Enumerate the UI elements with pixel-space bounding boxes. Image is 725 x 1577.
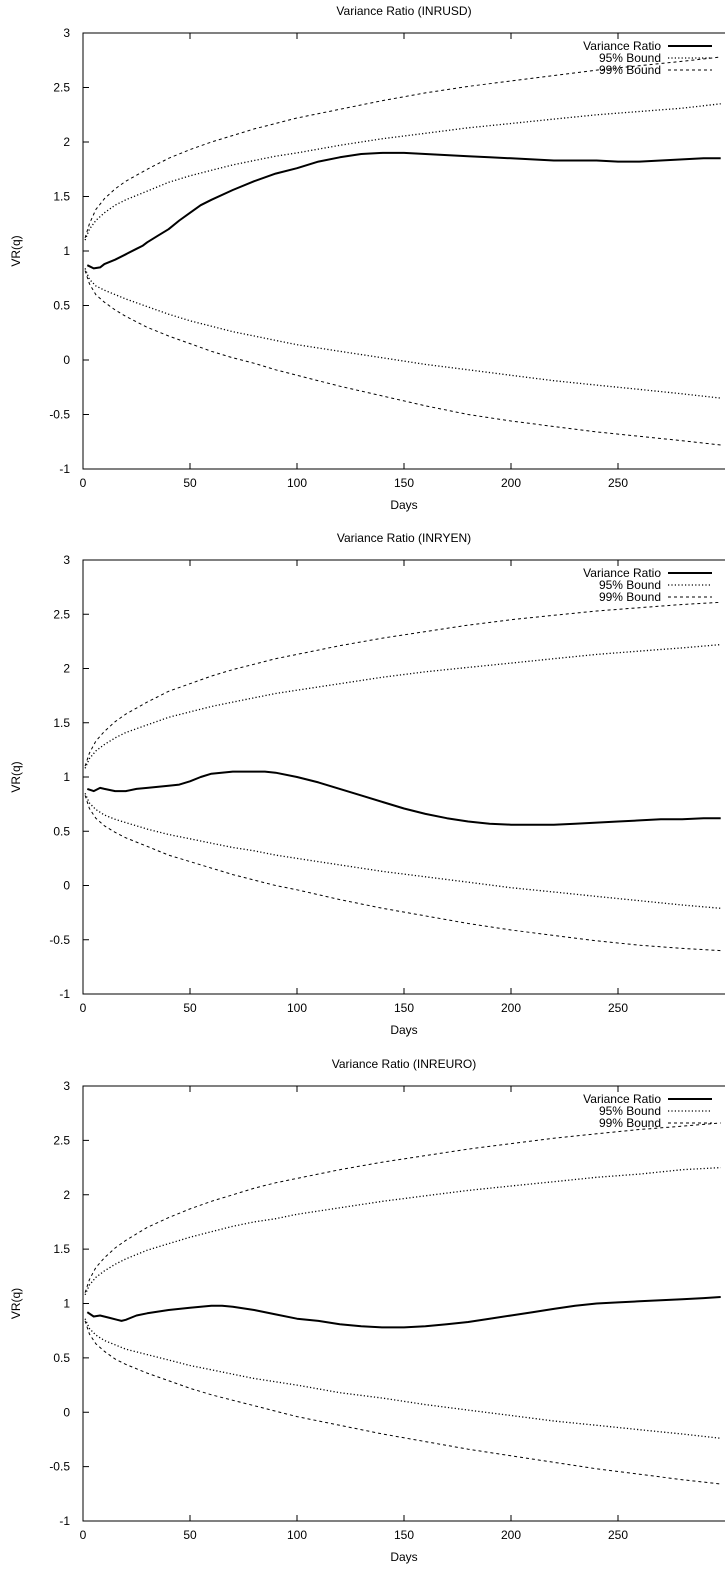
y-tick-label: -1 — [59, 987, 70, 1001]
series-line-99-bound — [84, 601, 721, 767]
legend-entry-label: 95% Bound — [599, 51, 661, 65]
y-tick-label: 2 — [63, 1188, 70, 1202]
y-tick-label: -1 — [59, 1514, 70, 1528]
y-tick-label: 0 — [63, 1405, 70, 1419]
plot-frame — [82, 1085, 725, 1522]
x-tick-label: 0 — [80, 1528, 87, 1542]
x-tick-label: 200 — [501, 476, 521, 490]
series-line-variance-ratio — [86, 1296, 721, 1329]
x-tick-label: 0 — [80, 1001, 87, 1015]
y-tick-label: 0 — [63, 353, 70, 367]
y-tick-label: 0.5 — [53, 1351, 70, 1365]
x-axis-label: Days — [390, 1023, 417, 1037]
x-axis-label: Days — [390, 1550, 417, 1564]
y-tick-label: 2.5 — [53, 1133, 70, 1147]
y-axis-label: VR(q) — [9, 761, 23, 792]
series-line-99-bound — [84, 1122, 721, 1293]
y-tick-label: 2 — [63, 662, 70, 676]
plot-frame — [82, 32, 725, 470]
y-tick-label: 0.5 — [53, 299, 70, 313]
x-tick-label: 150 — [394, 476, 414, 490]
legend-entry-label: Variance Ratio — [583, 1092, 661, 1106]
y-tick-label: 0.5 — [53, 824, 70, 838]
y-tick-label: 3 — [63, 26, 70, 40]
y-tick-label: 1 — [63, 244, 70, 258]
x-tick-label: 0 — [80, 476, 87, 490]
chart-title: Variance Ratio (INREURO) — [332, 1057, 476, 1071]
x-tick-label: 50 — [183, 1001, 197, 1015]
y-tick-label: 1 — [63, 1297, 70, 1311]
series-line-95-bound — [84, 643, 721, 769]
x-tick-label: 100 — [287, 1001, 307, 1015]
y-tick-label: 2 — [63, 135, 70, 149]
x-axis-label: Days — [390, 498, 417, 512]
legend-entry-label: 99% Bound — [599, 1116, 661, 1130]
y-tick-label: 1.5 — [53, 190, 70, 204]
x-tick-label: 250 — [608, 1528, 628, 1542]
x-tick-label: 100 — [287, 1528, 307, 1542]
series-line-99-lower — [84, 1320, 721, 1485]
legend-entry-label: Variance Ratio — [583, 39, 661, 53]
y-tick-label: -0.5 — [49, 1460, 70, 1474]
series-line-variance-ratio — [86, 770, 721, 826]
series-line-variance-ratio — [86, 151, 721, 270]
x-tick-label: 100 — [287, 476, 307, 490]
legend-entry-label: 99% Bound — [599, 590, 661, 604]
y-tick-label: 3 — [63, 553, 70, 567]
plot-frame — [82, 559, 725, 995]
series-line-99-lower — [84, 270, 721, 446]
series-line-99-lower — [84, 795, 721, 952]
x-tick-label: 250 — [608, 476, 628, 490]
y-tick-label: 2.5 — [53, 81, 70, 95]
series-line-95-lower — [84, 1318, 721, 1439]
x-tick-label: 50 — [183, 476, 197, 490]
legend-entry-label: 95% Bound — [599, 1104, 661, 1118]
chart-title: Variance Ratio (INRUSD) — [336, 4, 471, 18]
x-tick-label: 200 — [501, 1001, 521, 1015]
x-tick-label: 200 — [501, 1528, 521, 1542]
legend-entry-label: Variance Ratio — [583, 566, 661, 580]
x-tick-label: 50 — [183, 1528, 197, 1542]
y-tick-label: 2.5 — [53, 607, 70, 621]
y-axis-label: VR(q) — [9, 235, 23, 266]
y-tick-label: -1 — [59, 462, 70, 476]
y-tick-label: 1 — [63, 770, 70, 784]
x-tick-label: 250 — [608, 1001, 628, 1015]
chart-panel-2: Variance Ratio (INRYEN) 3 2.5 2 1.5 1 0.5 0 -0.5… — [9, 531, 725, 1037]
series-line-95-lower — [84, 793, 721, 909]
legend-entry-label: 99% Bound — [599, 63, 661, 77]
y-axis-label: VR(q) — [9, 1288, 23, 1319]
y-tick-label: -0.5 — [49, 933, 70, 947]
chart-panel-1: Variance Ratio (INRUSD) 3 2.5 2 1.5 1 0.5 0 -0.5… — [9, 4, 725, 512]
chart-title: Variance Ratio (INRYEN) — [337, 531, 471, 545]
y-tick-label: 1.5 — [53, 1242, 70, 1256]
y-tick-label: 0 — [63, 879, 70, 893]
series-line-99-bound — [84, 56, 721, 239]
chart-panel-3: Variance Ratio (INREURO) 3 2.5 2 1.5 1 0.5 0 -0.… — [9, 1057, 725, 1564]
y-tick-label: 1.5 — [53, 716, 70, 730]
x-tick-label: 150 — [394, 1528, 414, 1542]
series-line-95-bound — [84, 1166, 721, 1296]
legend-entry-label: 95% Bound — [599, 578, 661, 592]
x-tick-label: 150 — [394, 1001, 414, 1015]
y-tick-label: 3 — [63, 1079, 70, 1093]
series-line-95-lower — [84, 268, 721, 399]
y-tick-label: -0.5 — [49, 408, 70, 422]
series-line-95-bound — [84, 103, 721, 241]
